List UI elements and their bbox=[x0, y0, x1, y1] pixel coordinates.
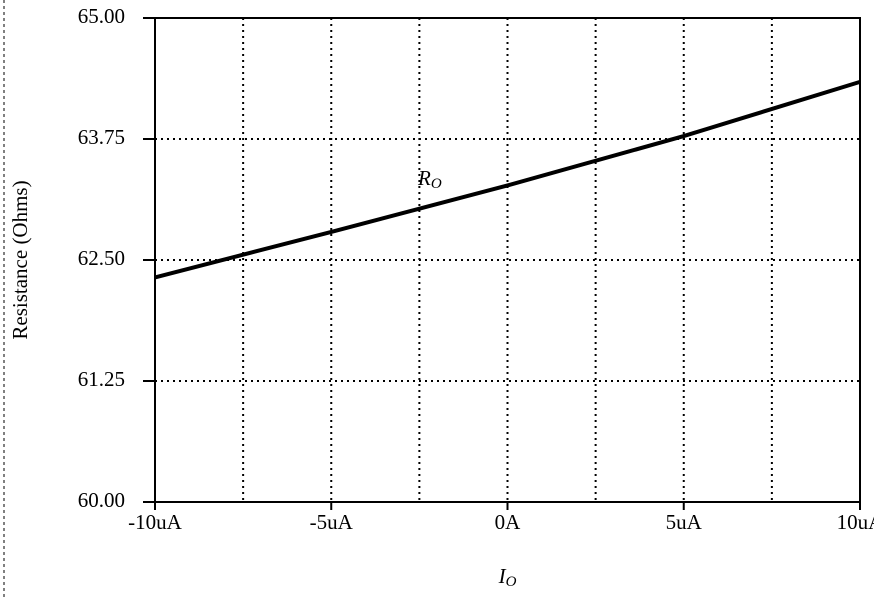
y-axis-title: Resistance (Ohms) bbox=[8, 180, 32, 339]
x-axis-title: IO bbox=[498, 564, 517, 591]
x-axis-title-sub: O bbox=[506, 574, 517, 590]
annotation-main: R bbox=[417, 166, 431, 190]
x-tick-label: -10uA bbox=[128, 510, 182, 534]
x-tick-label: 0A bbox=[495, 510, 522, 534]
x-tick-label: 10uA bbox=[837, 510, 874, 534]
y-tick-label: 62.50 bbox=[78, 246, 125, 270]
y-tick-label: 63.75 bbox=[78, 125, 125, 149]
chart: 60.00 61.25 62.50 63.75 65.00 -10uA -5uA 0A 5uA 1… bbox=[0, 0, 874, 599]
x-tick-label: -5uA bbox=[310, 510, 354, 534]
annotation-sub: O bbox=[431, 176, 442, 192]
data-line bbox=[155, 82, 860, 278]
x-tick-label: 5uA bbox=[666, 510, 703, 534]
y-tick-label: 60.00 bbox=[78, 488, 125, 512]
y-tick-label: 61.25 bbox=[78, 367, 125, 391]
annotation: RO bbox=[417, 166, 442, 193]
y-tick-label: 65.00 bbox=[78, 4, 125, 28]
